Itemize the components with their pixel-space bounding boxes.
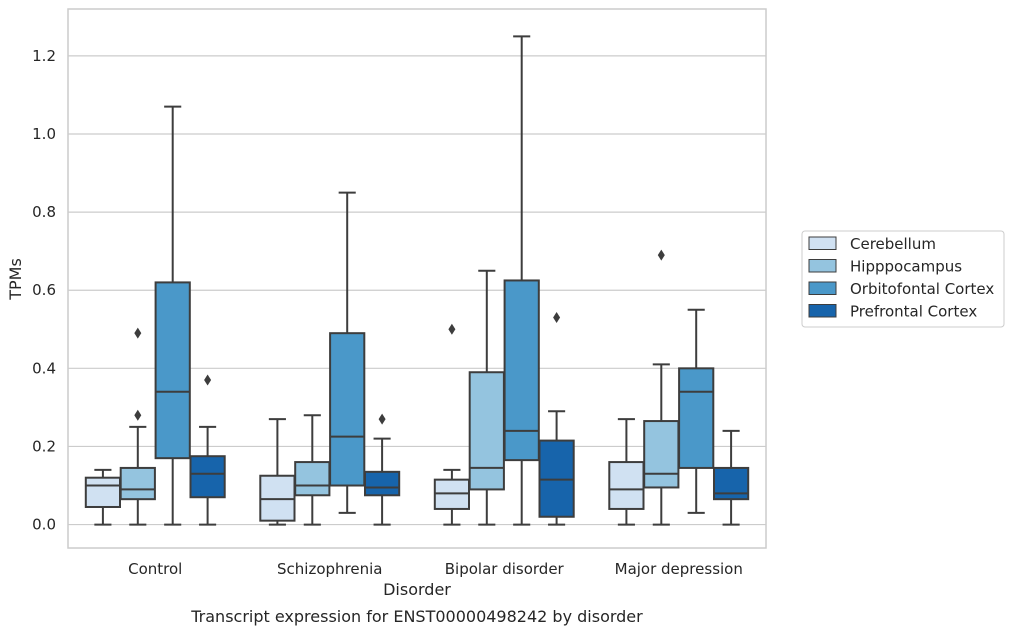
legend-swatch bbox=[808, 236, 837, 250]
box-iqr bbox=[643, 420, 680, 489]
box-plot bbox=[294, 414, 331, 526]
box-iqr bbox=[468, 371, 505, 491]
box-plot bbox=[678, 308, 715, 514]
legend-label: Orbitofontal Cortex bbox=[850, 280, 994, 298]
outlier-point bbox=[204, 374, 212, 386]
legend-label: Prefrontal Cortex bbox=[850, 303, 977, 321]
series-prefrontal-cortex bbox=[189, 312, 750, 526]
x-tick-label: Control bbox=[128, 560, 182, 578]
box-plot bbox=[259, 418, 296, 526]
chart-caption: Transcript expression for ENST0000049824… bbox=[190, 607, 643, 626]
legend-frame bbox=[801, 230, 1005, 328]
box-iqr bbox=[154, 281, 191, 460]
box-iqr bbox=[608, 461, 645, 510]
box-plot bbox=[608, 418, 645, 526]
plot-area-frame bbox=[67, 8, 767, 549]
outlier-point bbox=[448, 323, 456, 335]
y-tick-label: 0.2 bbox=[32, 437, 56, 455]
legend-label: Hipppocampus bbox=[850, 258, 962, 276]
box-plot bbox=[433, 323, 471, 526]
legend-item: Cerebellum bbox=[808, 235, 936, 253]
box-plot bbox=[154, 105, 191, 526]
legend-item: Prefrontal Cortex bbox=[808, 303, 977, 321]
box-iqr bbox=[678, 367, 715, 469]
x-axis-ticks: Control Schizophrenia Bipolar disorder Majo… bbox=[128, 560, 743, 578]
box-plot bbox=[84, 468, 122, 526]
legend-swatch bbox=[808, 259, 837, 273]
x-tick-label: Bipolar disorder bbox=[445, 560, 565, 578]
outlier-point bbox=[134, 327, 142, 339]
legend-swatch bbox=[808, 281, 837, 295]
y-axis-ticks: 0.0 0.2 0.4 0.6 0.8 1.0 1.2 bbox=[32, 47, 56, 534]
box-iqr bbox=[503, 279, 540, 462]
y-tick-label: 0.6 bbox=[32, 281, 56, 299]
box-plot bbox=[119, 327, 156, 526]
box-plot bbox=[643, 249, 680, 526]
box-series bbox=[84, 35, 750, 526]
legend-item: Orbitofontal Cortex bbox=[808, 280, 994, 298]
box-plot bbox=[329, 191, 366, 514]
x-axis-label: Disorder bbox=[383, 580, 451, 599]
box-iqr bbox=[712, 466, 750, 501]
y-axis-label: TPMs bbox=[6, 258, 25, 301]
box-iqr bbox=[294, 461, 331, 497]
box-plot bbox=[712, 429, 750, 526]
y-tick-label: 0.0 bbox=[32, 516, 56, 534]
legend-swatch bbox=[808, 304, 837, 318]
box-plot bbox=[468, 269, 505, 526]
x-tick-label: Schizophrenia bbox=[277, 560, 382, 578]
outlier-point bbox=[134, 409, 142, 421]
outlier-point bbox=[657, 249, 665, 261]
y-tick-label: 0.4 bbox=[32, 359, 56, 377]
y-tick-label: 0.8 bbox=[32, 203, 56, 221]
box-iqr bbox=[329, 332, 366, 487]
box-iqr bbox=[119, 466, 156, 501]
outlier-point bbox=[378, 413, 386, 425]
box-plot bbox=[363, 413, 401, 526]
legend: Cerebellum Hipppocampus Orbitofontal Corte… bbox=[801, 230, 1005, 328]
legend-item: Hipppocampus bbox=[808, 258, 962, 276]
box-plot bbox=[503, 35, 540, 526]
series-cerebellum bbox=[84, 323, 645, 526]
box-iqr bbox=[189, 455, 226, 499]
legend-label: Cerebellum bbox=[850, 235, 936, 253]
y-tick-label: 1.0 bbox=[32, 125, 56, 143]
x-tick-label: Major depression bbox=[615, 560, 743, 578]
box-iqr bbox=[84, 476, 122, 508]
series-orbitofontal-cortex bbox=[154, 35, 715, 526]
box-plot bbox=[538, 312, 575, 526]
y-tick-label: 1.2 bbox=[32, 47, 56, 65]
box-plot bbox=[189, 374, 226, 526]
box-iqr bbox=[363, 470, 401, 497]
outlier-point bbox=[553, 312, 561, 324]
